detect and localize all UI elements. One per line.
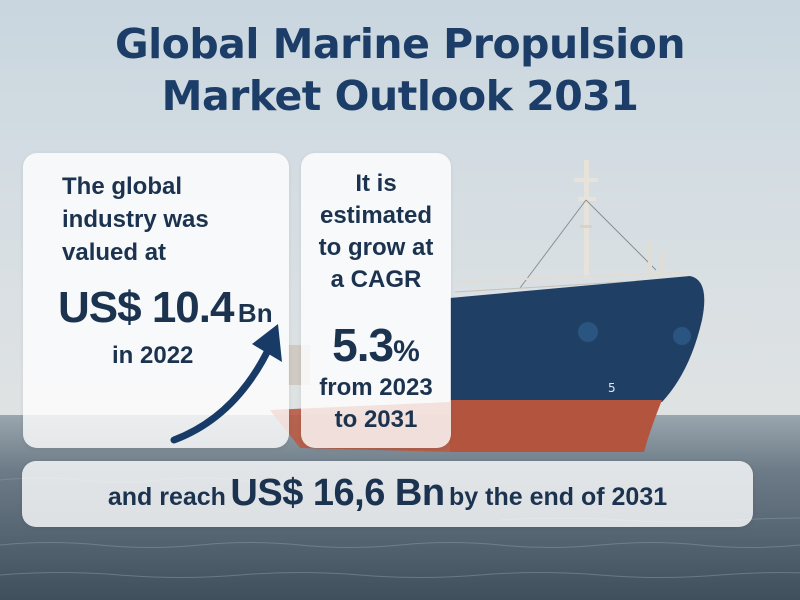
cagr-unit: % [393, 335, 420, 368]
page-title: Global Marine Propulsion Market Outlook … [0, 18, 800, 122]
valuation-amount: US$ 10.4 Bn [58, 283, 273, 333]
forecast-suffix: by the end of 2031 [449, 483, 668, 511]
valuation-intro: The global industry was valued at [62, 170, 209, 269]
growth-line-3: to grow at [318, 234, 434, 261]
valuation-unit: Bn [237, 298, 273, 328]
valuation-line-3: valued at [62, 239, 167, 266]
growth-period-line-2: to 2031 [334, 406, 418, 433]
forecast-value: US$ 16,6 Bn [230, 472, 445, 514]
title-line-2: Market Outlook 2031 [161, 72, 639, 120]
forecast-text: and reach US$ 16,6 Bn by the end of 2031 [22, 472, 753, 515]
cagr-value-display: 5.3% [301, 318, 451, 372]
trend-up-arrow-icon [170, 324, 282, 444]
valuation-line-1: The global [62, 173, 182, 200]
cagr-value: 5.3 [332, 319, 394, 371]
growth-line-2: estimated [319, 202, 433, 229]
growth-period-line-1: from 2023 [319, 374, 433, 401]
growth-line-4: a CAGR [330, 266, 422, 293]
growth-period: from 2023 to 2031 [301, 372, 451, 436]
forecast-banner [22, 461, 753, 527]
valuation-year: in 2022 [112, 342, 194, 369]
growth-card [301, 153, 451, 448]
title-line-1: Global Marine Propulsion [114, 20, 686, 68]
hull-lower [450, 400, 662, 452]
growth-intro: It is estimated to grow at a CAGR [301, 168, 451, 296]
valuation-line-2: industry was [62, 206, 209, 233]
valuation-card [23, 153, 289, 448]
anchor-bow [673, 327, 691, 345]
growth-line-1: It is [355, 170, 397, 197]
svg-text:5: 5 [608, 381, 616, 395]
anchor-port [578, 322, 598, 342]
forecast-prefix: and reach [107, 483, 226, 511]
hull-upper [450, 276, 705, 402]
valuation-value: US$ 10.4 [58, 283, 234, 332]
mast [584, 160, 589, 278]
